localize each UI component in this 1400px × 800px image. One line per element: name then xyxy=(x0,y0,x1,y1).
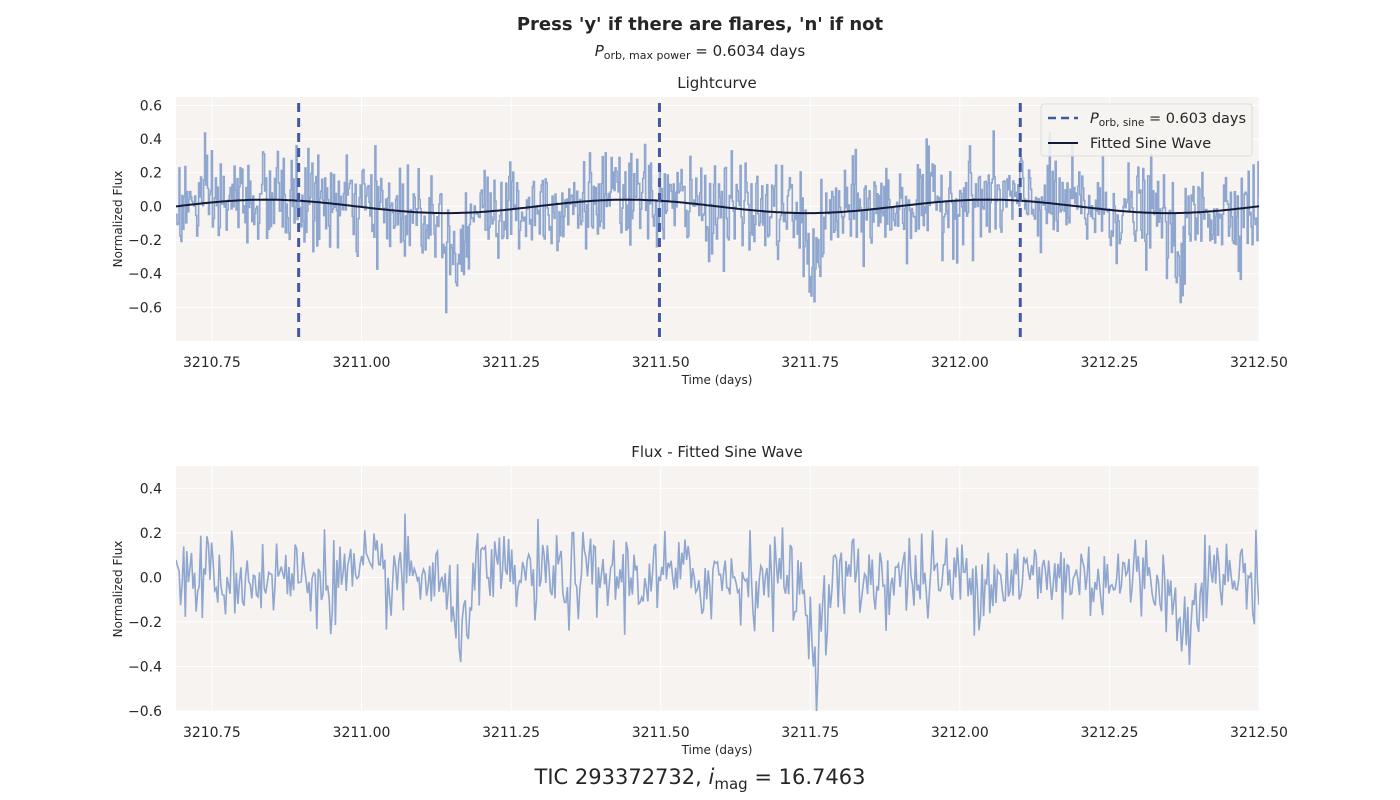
legend-sine-label: Fitted Sine Wave xyxy=(1090,136,1211,152)
legend-period-label: Porb, sine = 0.603 days xyxy=(1090,111,1246,129)
y-tick-label: 0.0 xyxy=(140,199,162,215)
x-tick-label: 3212.00 xyxy=(931,725,989,741)
y-tick-label: 0.4 xyxy=(140,481,162,497)
x-tick-label: 3211.25 xyxy=(482,355,540,371)
x-tick-label: 3211.00 xyxy=(333,355,391,371)
subtitle-subscript: orb, max power xyxy=(604,49,691,62)
period-marker-lines xyxy=(297,103,1022,341)
x-tick-label: 3211.75 xyxy=(781,725,839,741)
x-tick-label: 3211.50 xyxy=(632,355,690,371)
y-tick-label: −0.6 xyxy=(128,704,162,720)
lightcurve-title: Lightcurve xyxy=(677,74,756,92)
lightcurve-gridlines xyxy=(176,97,1260,341)
x-tick-label: 3212.25 xyxy=(1080,725,1138,741)
fitted-sine-series xyxy=(175,198,1260,215)
lightcurve-y-tick-labels: 0.6 0.4 0.2 0.0 −0.2 −0.4 −0.6 xyxy=(128,98,162,316)
flux-line xyxy=(176,513,1259,711)
y-tick-label: −0.4 xyxy=(128,267,162,283)
y-tick-label: 0.2 xyxy=(140,526,162,542)
residual-flux-series xyxy=(176,513,1259,711)
flux-line xyxy=(176,130,1259,314)
y-tick-label: −0.2 xyxy=(128,615,162,631)
x-tick-label: 3211.50 xyxy=(632,725,690,741)
y-tick-label: 0.2 xyxy=(140,166,162,182)
lightcurve-x-axis-label: Time (days) xyxy=(681,373,753,387)
lightcurve-panel: Lightcurve 3210.75 3211.00 3211.25 3211.50 3… xyxy=(111,74,1288,387)
residual-title: Flux - Fitted Sine Wave xyxy=(631,443,802,461)
y-tick-label: −0.2 xyxy=(128,233,162,249)
x-tick-label: 3212.25 xyxy=(1080,355,1138,371)
x-tick-label: 3210.75 xyxy=(183,355,241,371)
y-tick-label: 0.0 xyxy=(140,570,162,586)
footer-subscript: mag xyxy=(714,775,747,793)
footer-value: = 16.7463 xyxy=(748,765,866,789)
figure-title: Press 'y' if there are flares, 'n' if no… xyxy=(517,14,884,35)
residual-gridlines xyxy=(176,466,1260,712)
legend-box xyxy=(1040,103,1253,157)
footer-var: i xyxy=(709,765,715,789)
footer-prefix: TIC 293372732, xyxy=(534,765,709,789)
residual-panel: Flux - Fitted Sine Wave 3210.75 3211.00 32… xyxy=(111,443,1288,757)
lightcurve-legend: Porb, sine = 0.603 days Fitted Sine Wave xyxy=(1040,103,1253,157)
fitted-sine-line xyxy=(175,198,1260,215)
lightcurve-flux-series xyxy=(176,130,1259,314)
residual-x-tick-labels: 3210.75 3211.00 3211.25 3211.50 3211.75 3212.… xyxy=(183,725,1288,741)
y-tick-label: −0.6 xyxy=(128,300,162,316)
y-tick-label: 0.6 xyxy=(140,98,162,114)
figure-footer: TIC 293372732, imag = 16.7463 xyxy=(534,765,866,793)
lightcurve-y-axis-label: Normalized Flux xyxy=(111,171,125,268)
x-tick-label: 3210.75 xyxy=(183,725,241,741)
x-tick-label: 3211.75 xyxy=(781,355,839,371)
x-tick-label: 3212.50 xyxy=(1230,355,1288,371)
residual-y-axis-label: Normalized Flux xyxy=(111,541,125,638)
residual-y-tick-labels: 0.4 0.2 0.0 −0.2 −0.4 −0.6 xyxy=(128,481,162,720)
x-tick-label: 3211.25 xyxy=(482,725,540,741)
x-tick-label: 3212.00 xyxy=(931,355,989,371)
x-tick-label: 3212.50 xyxy=(1230,725,1288,741)
figure-subtitle: Porb, max power = 0.6034 days xyxy=(595,42,806,62)
residual-x-axis-label: Time (days) xyxy=(681,743,753,757)
y-tick-label: 0.4 xyxy=(140,132,162,148)
subtitle-value: = 0.6034 days xyxy=(690,42,805,60)
subtitle-var: P xyxy=(595,42,605,60)
x-tick-label: 3211.00 xyxy=(333,725,391,741)
lightcurve-x-tick-labels: 3210.75 3211.00 3211.25 3211.50 3211.75 3212.… xyxy=(183,355,1288,371)
y-tick-label: −0.4 xyxy=(128,659,162,675)
